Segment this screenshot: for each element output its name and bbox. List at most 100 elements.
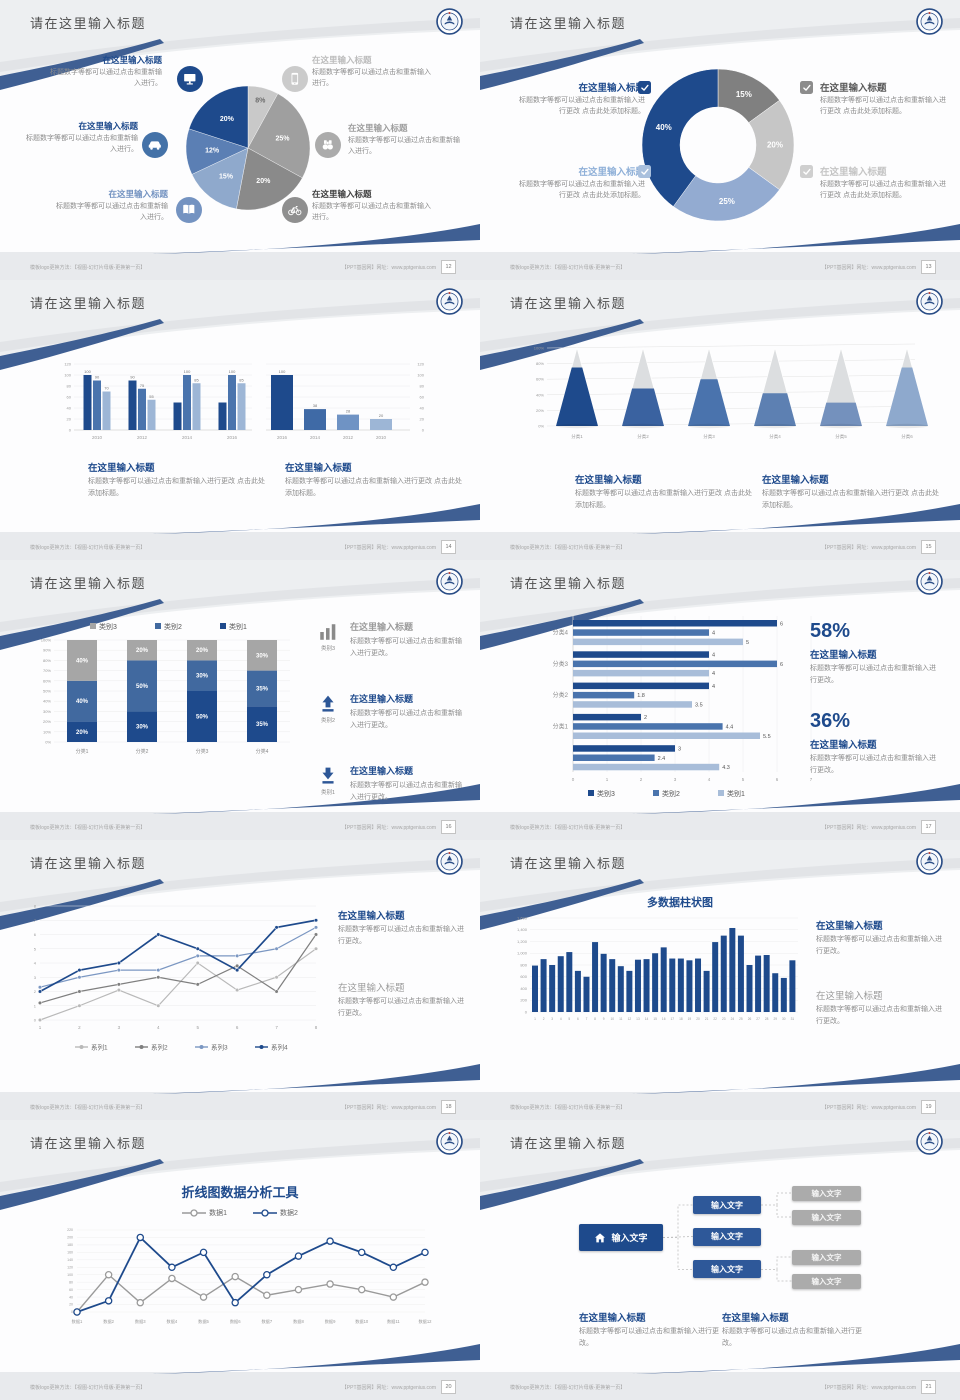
svg-text:30%: 30% bbox=[43, 709, 51, 714]
checkbox-icon[interactable] bbox=[638, 165, 651, 178]
check-icon bbox=[640, 84, 649, 91]
slide-title: 请在这里输入标题 bbox=[510, 856, 627, 871]
svg-text:15%: 15% bbox=[736, 90, 752, 99]
tree-level2-node[interactable]: 输入文字 bbox=[693, 1260, 761, 1278]
svg-text:13: 13 bbox=[636, 1017, 640, 1021]
svg-text:2: 2 bbox=[34, 989, 37, 994]
slide-thumbnail-page-13[interactable]: 请在这里输入标题 15% 20% 25% 40% 在这里输入标题 标题数字等都可以通过点击… bbox=[480, 0, 960, 280]
svg-text:30%: 30% bbox=[256, 653, 269, 659]
slide-content: 0 1 2 3 4 5 6 7 8 1 2 3 4 5 6 7 8 系列1 系列2 系列3 系列4 在这里输入标题 标题数字… bbox=[0, 840, 480, 1120]
checkbox-icon[interactable] bbox=[800, 81, 813, 94]
feature-icon-label: 类别2 bbox=[320, 718, 336, 724]
callout-title: 在这里输入标题 bbox=[348, 123, 408, 133]
svg-text:类别1: 类别1 bbox=[727, 789, 745, 798]
svg-text:80: 80 bbox=[67, 384, 72, 389]
svg-text:2: 2 bbox=[78, 1025, 81, 1030]
slide-thumbnail-page-15[interactable]: 请在这里输入标题 0% 20% 40% 60% 80% 100% 分类1 分类2 分类3 分类4 分… bbox=[480, 280, 960, 560]
tree-root-node[interactable]: 输入文字 bbox=[579, 1224, 663, 1251]
slide-thumbnail-page-20[interactable]: 请在这里输入标题 折线图数据分析工具 数据1 数据2 0 20 40 60 80 100 120 1… bbox=[0, 1120, 480, 1400]
footer-right-text: 【PPT基因网】网址：www.pptgenius.com bbox=[341, 1385, 436, 1391]
tree-level3-node[interactable]: 输入文字 bbox=[792, 1274, 861, 1289]
footer-left-text: 模板logo更换方法：【视图-幻灯片母版-更换第一页】 bbox=[510, 825, 626, 831]
stat-percent: 36% bbox=[810, 710, 851, 732]
callout-title: 在这里输入标题 bbox=[102, 55, 162, 65]
svg-text:8: 8 bbox=[34, 904, 37, 909]
arrow-up-icon bbox=[318, 694, 338, 714]
footer-left-text: 模板logo更换方法：【视图-幻灯片母版-更换第一页】 bbox=[30, 1385, 146, 1391]
svg-text:类别3: 类别3 bbox=[99, 622, 117, 631]
slide-thumbnail-page-21[interactable]: 请在这里输入标题 输入文字 输入文字 输入文字 输入文字 输入文字 输入文字 输入文字 输入文… bbox=[480, 1120, 960, 1400]
callout-body: 标题数字等都可以通过点击和重新输入进行。 bbox=[26, 135, 138, 153]
svg-text:23: 23 bbox=[722, 1017, 726, 1021]
svg-text:38: 38 bbox=[313, 403, 318, 408]
svg-text:4: 4 bbox=[712, 631, 715, 637]
block-body: 标题数字等都可以通过点击和重新输入进行更改。 bbox=[338, 926, 464, 945]
tree-level3-node[interactable]: 输入文字 bbox=[792, 1210, 861, 1225]
svg-text:40%: 40% bbox=[76, 658, 89, 664]
tree-level3-node[interactable]: 输入文字 bbox=[792, 1250, 861, 1265]
svg-text:60: 60 bbox=[67, 395, 72, 400]
stat-percent: 58% bbox=[810, 620, 851, 642]
svg-text:系列1: 系列1 bbox=[91, 1043, 108, 1052]
svg-text:5: 5 bbox=[196, 1025, 199, 1030]
svg-text:100: 100 bbox=[279, 369, 286, 374]
callout-body: 标题数字等都可以通过点击和重新输入进行。 bbox=[312, 69, 431, 87]
svg-text:1: 1 bbox=[606, 777, 609, 782]
svg-text:3: 3 bbox=[674, 777, 677, 782]
svg-text:数据4: 数据4 bbox=[167, 1318, 178, 1325]
svg-text:50%: 50% bbox=[43, 689, 51, 694]
block-title: 在这里输入标题 bbox=[722, 1313, 789, 1324]
svg-text:8%: 8% bbox=[255, 97, 266, 104]
tree-level2-node[interactable]: 输入文字 bbox=[693, 1196, 761, 1214]
svg-text:80: 80 bbox=[69, 1280, 73, 1284]
svg-text:40%: 40% bbox=[656, 123, 672, 132]
svg-text:1,200: 1,200 bbox=[517, 939, 528, 944]
svg-text:5: 5 bbox=[742, 777, 745, 782]
tree-node-label: 输入文字 bbox=[611, 1233, 648, 1243]
svg-text:5: 5 bbox=[746, 640, 749, 646]
svg-text:系列4: 系列4 bbox=[271, 1043, 288, 1052]
slide-thumbnail-page-16[interactable]: 请在这里输入标题 类别3 类别2 类别1 0% 10% 20% 30% 40% 50% 60% 70… bbox=[0, 560, 480, 840]
block-body: 标题数字等都可以通过点击和重新输入进行更改 点击此处添加标题。 bbox=[88, 478, 265, 497]
slide-thumbnail-page-19[interactable]: 请在这里输入标题 多数据柱状图 0 200 400 600 800 1,000 1,200 1,… bbox=[480, 840, 960, 1120]
tree-level3-node[interactable]: 输入文字 bbox=[792, 1186, 861, 1201]
svg-text:90: 90 bbox=[130, 375, 135, 380]
svg-text:70: 70 bbox=[104, 386, 109, 391]
page-number: 12 bbox=[441, 260, 456, 274]
callout-title: 在这里输入标题 bbox=[578, 83, 645, 94]
block-title: 在这里输入标题 bbox=[338, 983, 405, 994]
block-title: 在这里输入标题 bbox=[575, 475, 642, 486]
tree-level2-node[interactable]: 输入文字 bbox=[693, 1227, 761, 1246]
svg-text:分类2: 分类2 bbox=[553, 691, 569, 699]
svg-text:50%: 50% bbox=[196, 715, 209, 721]
svg-text:20%: 20% bbox=[536, 408, 544, 413]
svg-text:20%: 20% bbox=[256, 178, 271, 185]
svg-text:类别1: 类别1 bbox=[229, 622, 247, 631]
checkbox-icon[interactable] bbox=[800, 165, 813, 178]
block-body: 标题数字等都可以通过点击和重新输入进行更改。 bbox=[722, 1328, 862, 1347]
svg-text:100: 100 bbox=[184, 369, 191, 374]
block-body: 标题数字等都可以通过点击和重新输入进行更改 点击此处添加标题。 bbox=[762, 490, 939, 509]
chart-title: 多数据柱状图 bbox=[647, 897, 713, 909]
slide-thumbnail-page-17[interactable]: 请在这里输入标题 0 1 2 3 4 5 6 7 分类4 6 4 5 分类3 4 6 4 分类2 4 1.8 3.5 分… bbox=[480, 560, 960, 840]
page-number: 16 bbox=[441, 820, 456, 834]
slide-thumbnail-page-12[interactable]: 请在这里输入标题 8% 25% 20% 15% 12% 20% 在这里输入标题 标题数字等都可… bbox=[0, 0, 480, 280]
svg-text:40%: 40% bbox=[536, 392, 544, 397]
svg-text:分类3: 分类3 bbox=[703, 433, 715, 440]
callout-body: 标题数字等都可以通过点击和重新输入进行更改 点击此处添加标题。 bbox=[519, 181, 645, 199]
footer-left-text: 模板logo更换方法：【视图-幻灯片母版-更换第一页】 bbox=[30, 1105, 146, 1111]
svg-text:1,600: 1,600 bbox=[517, 915, 528, 920]
svg-text:100: 100 bbox=[64, 373, 71, 378]
monitor-icon bbox=[184, 74, 196, 85]
svg-text:90: 90 bbox=[95, 375, 100, 380]
slide-footer: 模板logo更换方法：【视图-幻灯片母版-更换第一页】 【PPT基因网】网址：w… bbox=[0, 254, 480, 280]
page-number: 15 bbox=[921, 540, 936, 554]
slide-thumbnail-page-14[interactable]: 请在这里输入标题 0 20 40 60 80 100 120 2010 100 90 70 2012 9… bbox=[0, 280, 480, 560]
pie-chart: 8% 25% 20% 15% 12% 20% bbox=[185, 85, 311, 211]
svg-text:数据1: 数据1 bbox=[72, 1318, 83, 1325]
svg-text:2010: 2010 bbox=[376, 435, 387, 440]
svg-text:数据10: 数据10 bbox=[355, 1318, 369, 1325]
slide-thumbnail-page-18[interactable]: 请在这里输入标题 0 1 2 3 4 5 6 7 8 1 2 3 4 5 6 7 8 系列1 系列2 系列3 系列4 在这… bbox=[0, 840, 480, 1120]
svg-text:1.8: 1.8 bbox=[637, 693, 645, 699]
checkbox-icon[interactable] bbox=[638, 81, 651, 94]
